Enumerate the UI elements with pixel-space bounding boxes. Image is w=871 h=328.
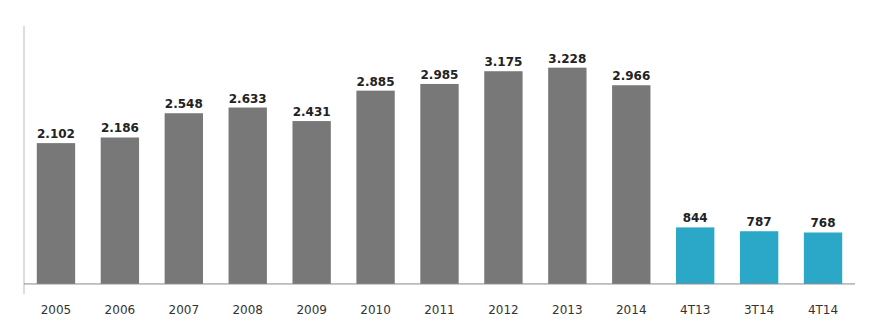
data-label: 2.548 — [165, 97, 203, 111]
x-tick-label: 2013 — [552, 303, 583, 317]
bar — [740, 231, 778, 284]
chart: 2.102 2.186 2.548 2.633 2.431 2.885 2.985 3.175… — [0, 0, 871, 328]
x-tick-label: 4T13 — [680, 303, 710, 317]
bar — [356, 91, 394, 284]
data-label: 3.228 — [548, 52, 586, 66]
x-tick-label: 2006 — [105, 303, 136, 317]
bar — [165, 113, 203, 284]
data-label: 2.885 — [357, 75, 395, 89]
data-label: 844 — [683, 211, 708, 225]
x-tick-label: 3T14 — [744, 303, 774, 317]
data-label: 2.186 — [101, 121, 139, 135]
x-tick-label: 2010 — [360, 303, 391, 317]
baseline — [24, 283, 855, 284]
x-tick-label: 2011 — [424, 303, 455, 317]
bar — [804, 232, 842, 283]
bar — [612, 85, 650, 284]
bars — [37, 68, 842, 284]
data-label: 2.966 — [612, 69, 650, 83]
bar — [484, 71, 522, 284]
x-tick-label: 2012 — [488, 303, 519, 317]
x-tick-label: 2009 — [296, 303, 327, 317]
data-label: 3.175 — [484, 55, 522, 69]
x-tick-label: 2005 — [41, 303, 72, 317]
bar — [548, 68, 586, 284]
data-label: 2.102 — [37, 127, 75, 141]
bar — [229, 108, 267, 284]
data-label: 787 — [747, 215, 772, 229]
data-label: 768 — [811, 216, 836, 230]
bar — [37, 143, 75, 284]
bar — [292, 121, 330, 284]
chart-container: 2.102 2.186 2.548 2.633 2.431 2.885 2.985 3.175… — [0, 0, 871, 328]
data-label: 2.431 — [293, 105, 331, 119]
x-tick-label: 2007 — [169, 303, 200, 317]
y-axis-line — [24, 26, 25, 294]
data-label: 2.633 — [229, 92, 267, 106]
x-tick-label: 2008 — [232, 303, 263, 317]
bar — [101, 137, 139, 283]
data-label: 2.985 — [421, 68, 459, 82]
x-tick-label: 2014 — [616, 303, 647, 317]
bar — [420, 84, 458, 284]
bar — [676, 227, 714, 284]
x-tick-label: 4T14 — [808, 303, 838, 317]
